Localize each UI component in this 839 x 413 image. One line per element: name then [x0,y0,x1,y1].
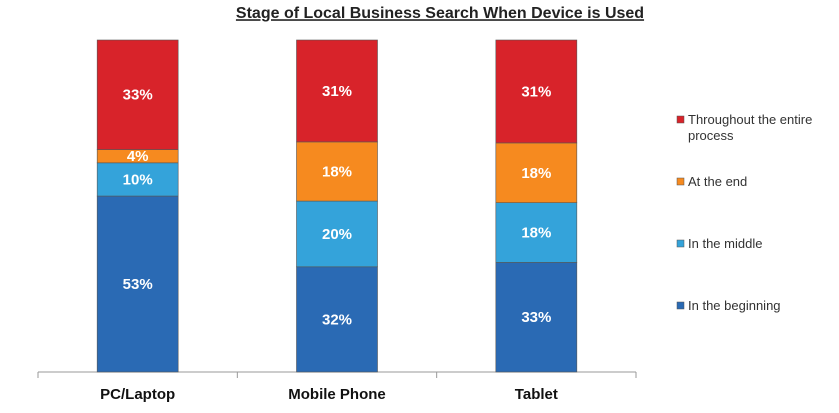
legend-label: In the middle [688,236,763,251]
bar-segment [96,39,179,150]
legend-label: At the end [688,174,748,189]
data-label: 53% [123,276,153,293]
data-label: 31% [521,83,551,100]
data-label: 33% [123,87,153,104]
bar-segment [296,141,378,202]
bar-segment [296,266,378,373]
data-label: 18% [322,163,352,180]
x-tick-label: Tablet [515,386,558,403]
legend-swatch [676,301,685,310]
bar-segment [296,39,378,143]
data-label: 31% [322,83,352,100]
data-label: 33% [521,309,551,326]
chart-title: Stage of Local Business Search When Devi… [236,5,644,22]
legend-label: Throughout the entire process [688,112,813,143]
data-label: 18% [521,165,551,182]
data-label: 20% [322,226,352,243]
bar-segment [495,142,578,203]
legend-label: In the beginning [688,298,781,313]
legend-swatch [676,177,685,186]
bar-segment [96,195,179,373]
data-label: 10% [123,171,153,188]
bar-segment [96,162,179,197]
bar-segment [296,200,378,268]
bar-segment [495,262,578,373]
x-tick-label: PC/Laptop [100,386,175,403]
legend-swatch [676,115,685,124]
data-label: 18% [521,225,551,242]
x-tick-label: Mobile Phone [288,386,386,403]
bar-segment [495,39,578,144]
bar-segment [495,202,578,263]
legend-swatch [676,239,685,248]
data-label: 32% [322,311,352,328]
data-label: 4% [127,148,149,165]
